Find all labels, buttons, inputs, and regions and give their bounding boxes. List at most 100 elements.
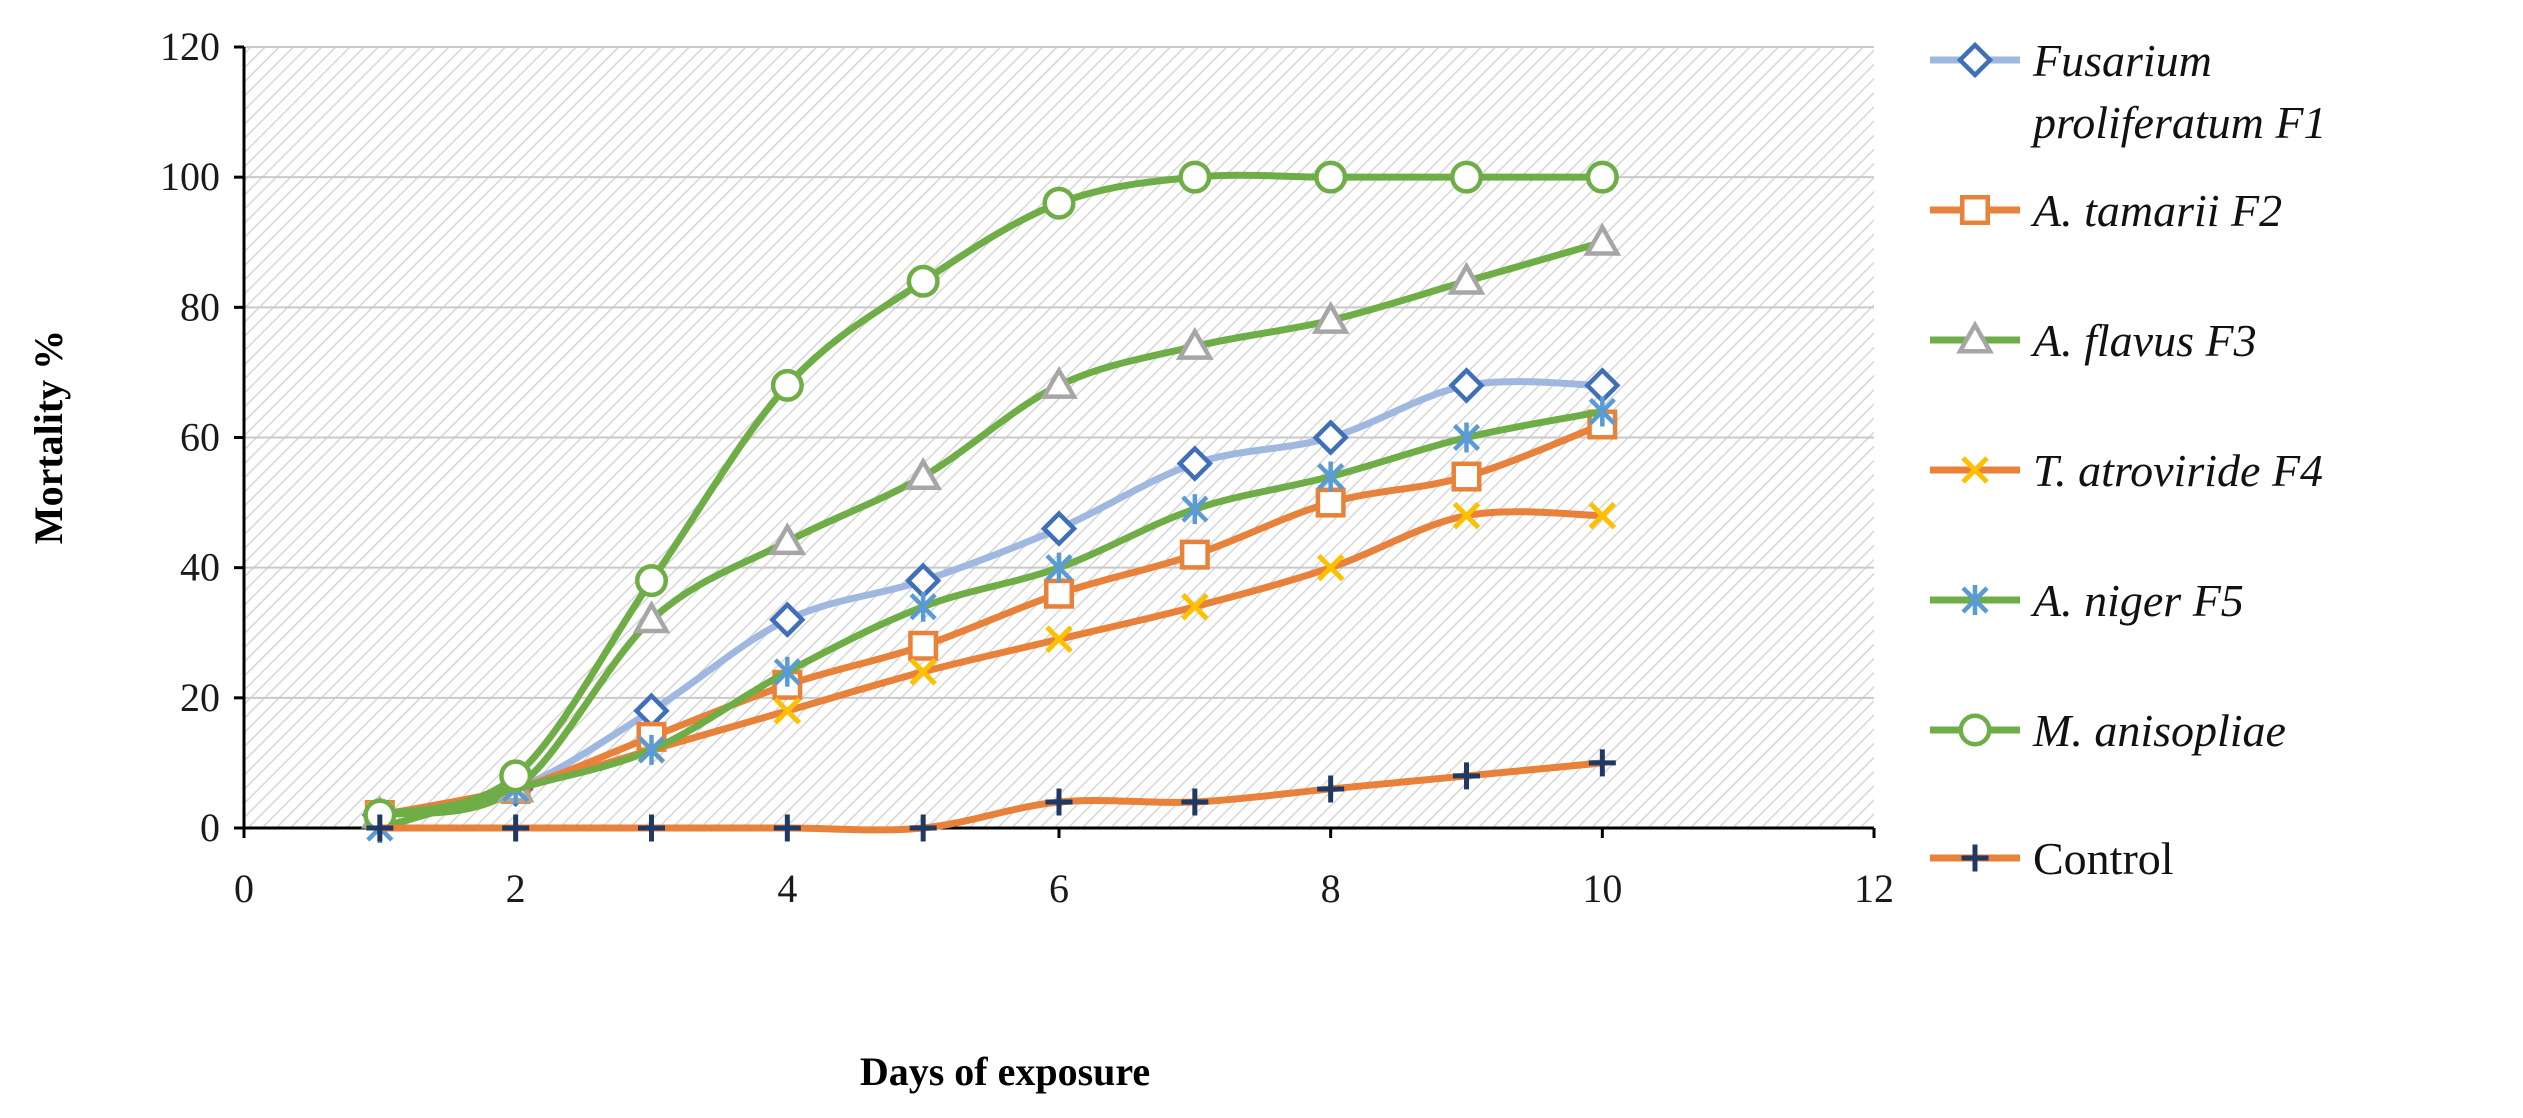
data-point-marker [1960, 195, 1990, 225]
y-tick-labels: 0 20 40 60 80 100 120 [160, 24, 220, 850]
series-6 [363, 160, 1619, 832]
y-tick-label-40: 40 [180, 545, 220, 590]
legend-label: A. flavus F3 [2030, 315, 2257, 366]
data-point-marker [1178, 160, 1212, 194]
data-point-marker [1447, 261, 1486, 295]
legend-item-1: Fusarium proliferatum F1 [1930, 35, 2326, 148]
data-point-marker [366, 814, 394, 842]
x-tick-labels: 0 2 4 6 8 10 12 [234, 866, 1894, 911]
data-point-marker [1448, 367, 1485, 404]
data-point-marker [1040, 365, 1078, 399]
legend-label: Control [2033, 833, 2174, 884]
data-point-marker [770, 368, 804, 402]
data-point-marker [1045, 552, 1073, 583]
series-line [376, 407, 1606, 832]
data-point-marker [1588, 396, 1616, 427]
data-point-marker [1044, 578, 1074, 609]
data-point-marker [773, 697, 802, 725]
legend-item-2: A. tamarii F2 [1930, 185, 2282, 236]
y-tick-label-120: 120 [160, 24, 220, 69]
legend-label: proliferatum F1 [2030, 97, 2326, 148]
data-point-marker [1588, 749, 1616, 777]
data-point-marker [1181, 494, 1209, 525]
x-tick-label-0: 0 [234, 866, 254, 911]
legend-item-5: A. niger F5 [1930, 575, 2244, 626]
data-point-marker [1583, 222, 1622, 256]
data-point-marker [909, 658, 937, 686]
data-point-marker [906, 264, 940, 298]
data-point-marker [1956, 41, 1994, 79]
data-point-marker [632, 600, 671, 634]
data-point-marker [1316, 553, 1345, 582]
data-point-marker [638, 814, 665, 842]
data-point-marker [768, 522, 807, 556]
x-tick-label-6: 6 [1049, 866, 1069, 911]
data-point-marker [909, 814, 937, 842]
data-point-marker [1451, 461, 1482, 492]
y-tick-label-60: 60 [180, 415, 220, 460]
data-point-marker [1450, 160, 1483, 194]
data-point-marker [1961, 844, 1989, 872]
legend-label: T. atroviride F4 [2033, 445, 2323, 496]
data-point-marker [1314, 160, 1348, 194]
legend-label: M. anisopliae [2032, 705, 2286, 756]
data-point-marker [1315, 487, 1346, 518]
y-tick-label-80: 80 [180, 284, 220, 329]
data-point-marker [1181, 788, 1209, 816]
y-axis-title: Mortality % [26, 330, 71, 544]
y-tick-label-100: 100 [160, 154, 220, 199]
data-point-marker [1042, 186, 1076, 220]
x-axis-title: Days of exposure [860, 1049, 1150, 1094]
data-point-marker [1317, 461, 1345, 492]
data-point-marker [1956, 320, 1994, 354]
data-point-marker [1045, 625, 1073, 654]
data-point-marker [909, 591, 937, 622]
data-point-marker [637, 734, 666, 765]
data-point-marker [1176, 445, 1214, 482]
data-point-marker [635, 564, 668, 598]
data-point-marker [773, 814, 801, 842]
data-point-marker [769, 601, 806, 638]
data-point-marker [1312, 419, 1349, 456]
y-tick-label-20: 20 [180, 675, 220, 720]
series-group [360, 160, 1622, 843]
data-point-marker [1317, 775, 1345, 803]
legend-label: A. tamarii F2 [2030, 185, 2282, 236]
data-point-marker [1175, 326, 1214, 360]
data-point-marker [502, 814, 530, 842]
y-tick-label-0: 0 [200, 805, 220, 850]
data-point-marker [908, 630, 939, 661]
legend-label: Fusarium [2032, 35, 2212, 86]
data-point-marker [1961, 456, 1989, 484]
x-tick-label-4: 4 [777, 866, 797, 911]
x-tick-label-10: 10 [1582, 866, 1622, 911]
series-line [376, 759, 1606, 834]
x-tick-label-2: 2 [506, 866, 526, 911]
data-point-marker [904, 457, 943, 491]
legend-item-7: Control [1930, 833, 2174, 884]
data-point-marker [1179, 539, 1210, 570]
series-line [376, 420, 1606, 819]
legend-item-3: A. flavus F3 [1930, 315, 2257, 366]
data-point-marker [1181, 592, 1209, 621]
data-point-marker [499, 759, 533, 793]
series-line [376, 238, 1606, 819]
legend: Fusarium proliferatum F1 A. tamarii F2 A. f… [1930, 35, 2326, 884]
legend-label: A. niger F5 [2030, 575, 2244, 626]
x-tick-label-12: 12 [1854, 866, 1894, 911]
data-point-marker [1045, 788, 1073, 816]
legend-item-6: M. anisopliae [1930, 705, 2286, 756]
data-point-marker [1585, 160, 1619, 194]
data-point-marker [1452, 422, 1481, 453]
legend-item-4: T. atroviride F4 [1930, 445, 2323, 496]
data-point-marker [1040, 510, 1078, 547]
data-point-marker [1961, 585, 1989, 615]
data-point-marker [1958, 713, 1992, 747]
data-point-marker [1453, 762, 1480, 790]
data-point-marker [1452, 501, 1481, 530]
series-line [376, 378, 1606, 819]
x-tick-label-8: 8 [1321, 866, 1341, 911]
series-7 [366, 749, 1616, 842]
data-point-marker [1588, 501, 1617, 530]
